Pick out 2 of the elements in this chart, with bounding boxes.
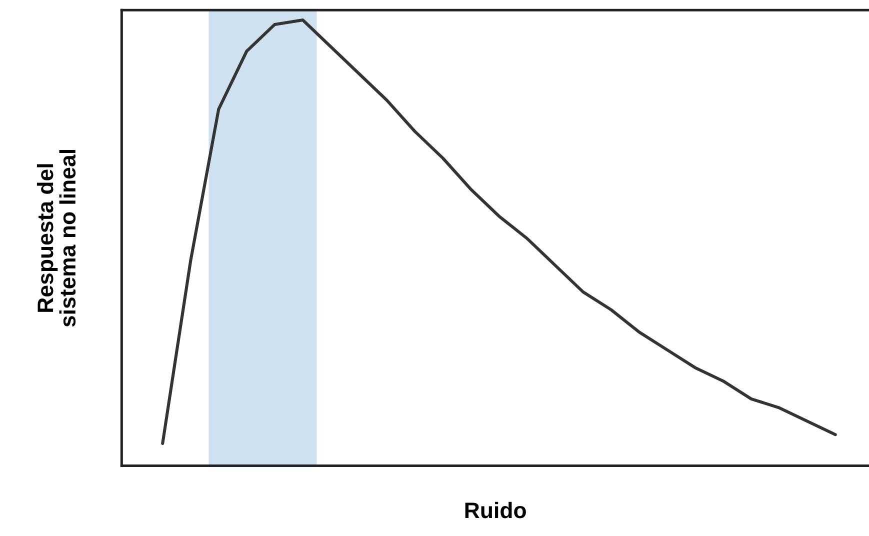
x-axis-title: Ruido: [465, 502, 526, 518]
y-axis-title: Respuesta del sistema no lineal: [36, 150, 76, 327]
